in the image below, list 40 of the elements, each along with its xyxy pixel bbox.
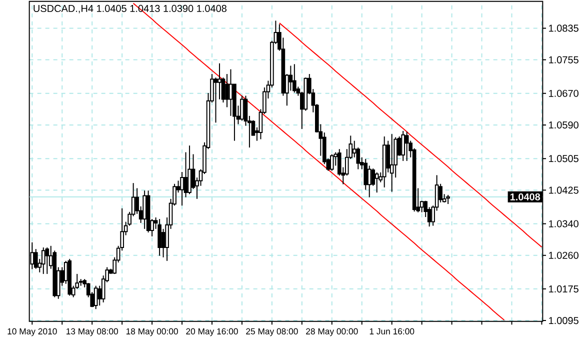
- candlestick: [225, 74, 229, 108]
- candlestick: [142, 190, 146, 230]
- y-tick-label: 1.0505: [549, 155, 578, 162]
- candlestick: [158, 218, 162, 256]
- y-tick-label: 1.0590: [549, 121, 578, 129]
- candlestick: [45, 246, 50, 274]
- candlestick: [330, 154, 334, 172]
- candlestick: [188, 145, 192, 195]
- x-tick-label: 13 May 08:00: [66, 328, 118, 336]
- y-tick-label: 1.0340: [549, 220, 578, 228]
- x-tick-label: 18 May 00:00: [126, 328, 178, 336]
- candlestick: [390, 134, 394, 192]
- candlestick: [228, 68, 233, 116]
- x-tick-label: 10 May 2010: [8, 328, 57, 336]
- ref-line-label: 1.0408: [510, 193, 540, 200]
- y-tick-label: 1.0670: [549, 90, 578, 97]
- candlestick: [41, 246, 46, 274]
- candlestick: [404, 131, 409, 162]
- candlestick: [401, 130, 406, 162]
- candlestick: [161, 228, 166, 258]
- y-tick-label: 1.0175: [549, 285, 578, 292]
- candlestick: [367, 165, 372, 198]
- candlestick: [292, 64, 296, 94]
- candlestick: [446, 194, 450, 204]
- candlestick: [214, 77, 218, 124]
- x-tick-label: 28 May 00:00: [306, 328, 358, 336]
- x-tick-label: 1 Jun 16:00: [370, 328, 414, 334]
- y-tick-label: 1.0095: [549, 317, 578, 324]
- y-tick-label: 1.0755: [549, 56, 578, 64]
- candlestick: [180, 172, 184, 206]
- candlestick: [288, 65, 293, 92]
- y-tick-label: 1.0835: [549, 24, 578, 32]
- x-tick-label: 20 May 16:00: [186, 328, 238, 336]
- candlestick: [94, 285, 98, 310]
- candlestick: [240, 95, 244, 122]
- y-tick-label: 1.0425: [549, 186, 578, 194]
- x-tick-label: 25 May 08:00: [246, 328, 298, 336]
- y-tick-label: 1.0260: [549, 252, 578, 259]
- candlestick: [218, 62, 222, 100]
- candlestick: [374, 172, 379, 194]
